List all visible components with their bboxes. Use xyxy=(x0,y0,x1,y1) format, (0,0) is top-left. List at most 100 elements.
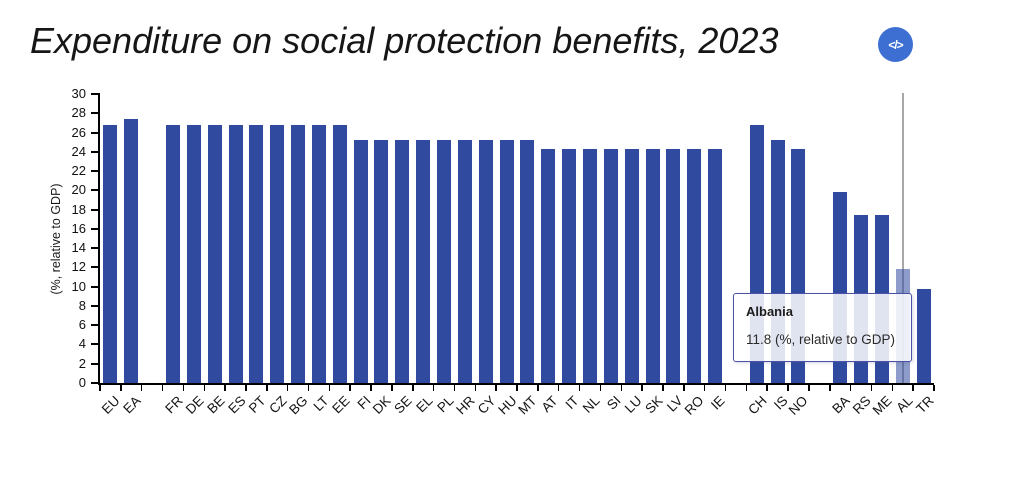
y-tick xyxy=(91,304,98,307)
y-tick-label: 0 xyxy=(78,375,86,390)
bar-si[interactable] xyxy=(603,148,618,383)
x-tick xyxy=(870,385,873,391)
x-tick xyxy=(557,385,560,391)
bar-lu[interactable] xyxy=(624,148,639,383)
y-tick-label: 16 xyxy=(71,220,86,236)
x-tick xyxy=(224,385,226,391)
x-tick xyxy=(745,385,748,391)
y-tick xyxy=(91,93,98,95)
bar-de[interactable] xyxy=(186,124,201,383)
embed-code-button[interactable]: </> xyxy=(878,27,913,62)
bar-el[interactable] xyxy=(416,140,431,383)
bar-ea[interactable] xyxy=(124,119,139,383)
y-tick-label: 14 xyxy=(71,240,86,256)
y-tick-label: 2 xyxy=(78,355,86,371)
x-tick xyxy=(912,385,914,391)
bar-fi[interactable] xyxy=(353,140,368,383)
x-axis-line xyxy=(98,383,934,385)
x-tick xyxy=(432,385,435,391)
bar-mt[interactable] xyxy=(520,140,535,383)
y-tick xyxy=(91,131,98,134)
bar-lt[interactable] xyxy=(311,124,326,383)
tooltip-value: 11.8 (%, relative to GDP) xyxy=(746,332,896,347)
x-tick xyxy=(829,385,831,391)
bar-eu[interactable] xyxy=(103,124,118,383)
y-tick-label: 28 xyxy=(71,105,86,121)
bar-nl[interactable] xyxy=(582,148,597,383)
x-tick xyxy=(391,385,393,391)
y-tick-label: 22 xyxy=(71,163,86,179)
y-tick-label: 8 xyxy=(78,297,86,313)
bar-fr[interactable] xyxy=(165,124,180,383)
bar-pl[interactable] xyxy=(437,140,452,383)
bar-es[interactable] xyxy=(228,124,243,383)
y-tick xyxy=(91,112,98,115)
y-axis-title: (%, relative to GDP) xyxy=(49,182,63,295)
y-tick xyxy=(91,189,98,192)
bar-dk[interactable] xyxy=(374,140,389,383)
x-tick xyxy=(328,385,331,391)
x-tick xyxy=(182,385,185,391)
x-tick xyxy=(266,385,268,391)
y-tick-label: 24 xyxy=(71,143,86,159)
bar-pt[interactable] xyxy=(249,124,264,383)
bar-be[interactable] xyxy=(207,124,222,383)
y-tick xyxy=(91,266,98,269)
bar-at[interactable] xyxy=(541,148,556,383)
y-tick xyxy=(91,247,98,250)
x-tick xyxy=(245,385,247,391)
bar-ro[interactable] xyxy=(687,148,702,383)
x-tick xyxy=(516,385,518,391)
x-tick xyxy=(286,385,289,391)
bar-cz[interactable] xyxy=(270,124,285,383)
x-tick xyxy=(599,385,602,391)
y-tick xyxy=(91,343,98,346)
bar-sk[interactable] xyxy=(645,148,660,383)
x-tick xyxy=(203,385,205,391)
x-tick xyxy=(412,385,414,391)
y-tick-label: 12 xyxy=(71,259,86,275)
y-tick xyxy=(91,382,98,384)
x-tick xyxy=(724,385,727,391)
x-tick xyxy=(578,385,581,391)
x-tick xyxy=(120,385,122,391)
x-tick xyxy=(495,385,497,391)
y-tick-label: 20 xyxy=(71,182,86,198)
bar-hu[interactable] xyxy=(499,140,514,383)
y-tick xyxy=(91,150,98,153)
bar-cy[interactable] xyxy=(478,140,493,383)
y-tick xyxy=(91,170,98,173)
x-tick xyxy=(703,385,706,391)
y-tick-label: 26 xyxy=(71,124,86,140)
x-tick xyxy=(808,385,810,391)
x-tick xyxy=(140,385,143,391)
x-tick xyxy=(161,385,164,391)
y-tick-label: 4 xyxy=(78,336,86,352)
x-tick xyxy=(99,385,101,391)
bar-bg[interactable] xyxy=(291,124,306,383)
bar-se[interactable] xyxy=(395,140,410,383)
code-icon: </> xyxy=(888,37,903,52)
y-tick xyxy=(91,285,98,288)
y-tick xyxy=(91,324,98,327)
x-tick xyxy=(662,385,664,391)
x-tick xyxy=(474,385,477,391)
bar-ee[interactable] xyxy=(332,124,347,383)
tooltip-country-name: Albania xyxy=(746,304,793,319)
y-tick-label: 10 xyxy=(71,278,86,294)
x-tick xyxy=(891,385,894,391)
y-tick xyxy=(91,362,98,365)
y-tick-label: 6 xyxy=(78,317,86,333)
bar-lv[interactable] xyxy=(666,148,681,383)
bar-ie[interactable] xyxy=(708,148,723,383)
bar-tr[interactable] xyxy=(916,288,931,383)
x-tick xyxy=(453,385,456,391)
y-tick xyxy=(91,227,98,230)
crosshair-line xyxy=(901,93,904,383)
x-tick xyxy=(683,385,685,391)
x-tick xyxy=(787,385,789,391)
y-tick xyxy=(91,208,98,211)
bar-hr[interactable] xyxy=(457,140,472,383)
bar-it[interactable] xyxy=(562,148,577,383)
